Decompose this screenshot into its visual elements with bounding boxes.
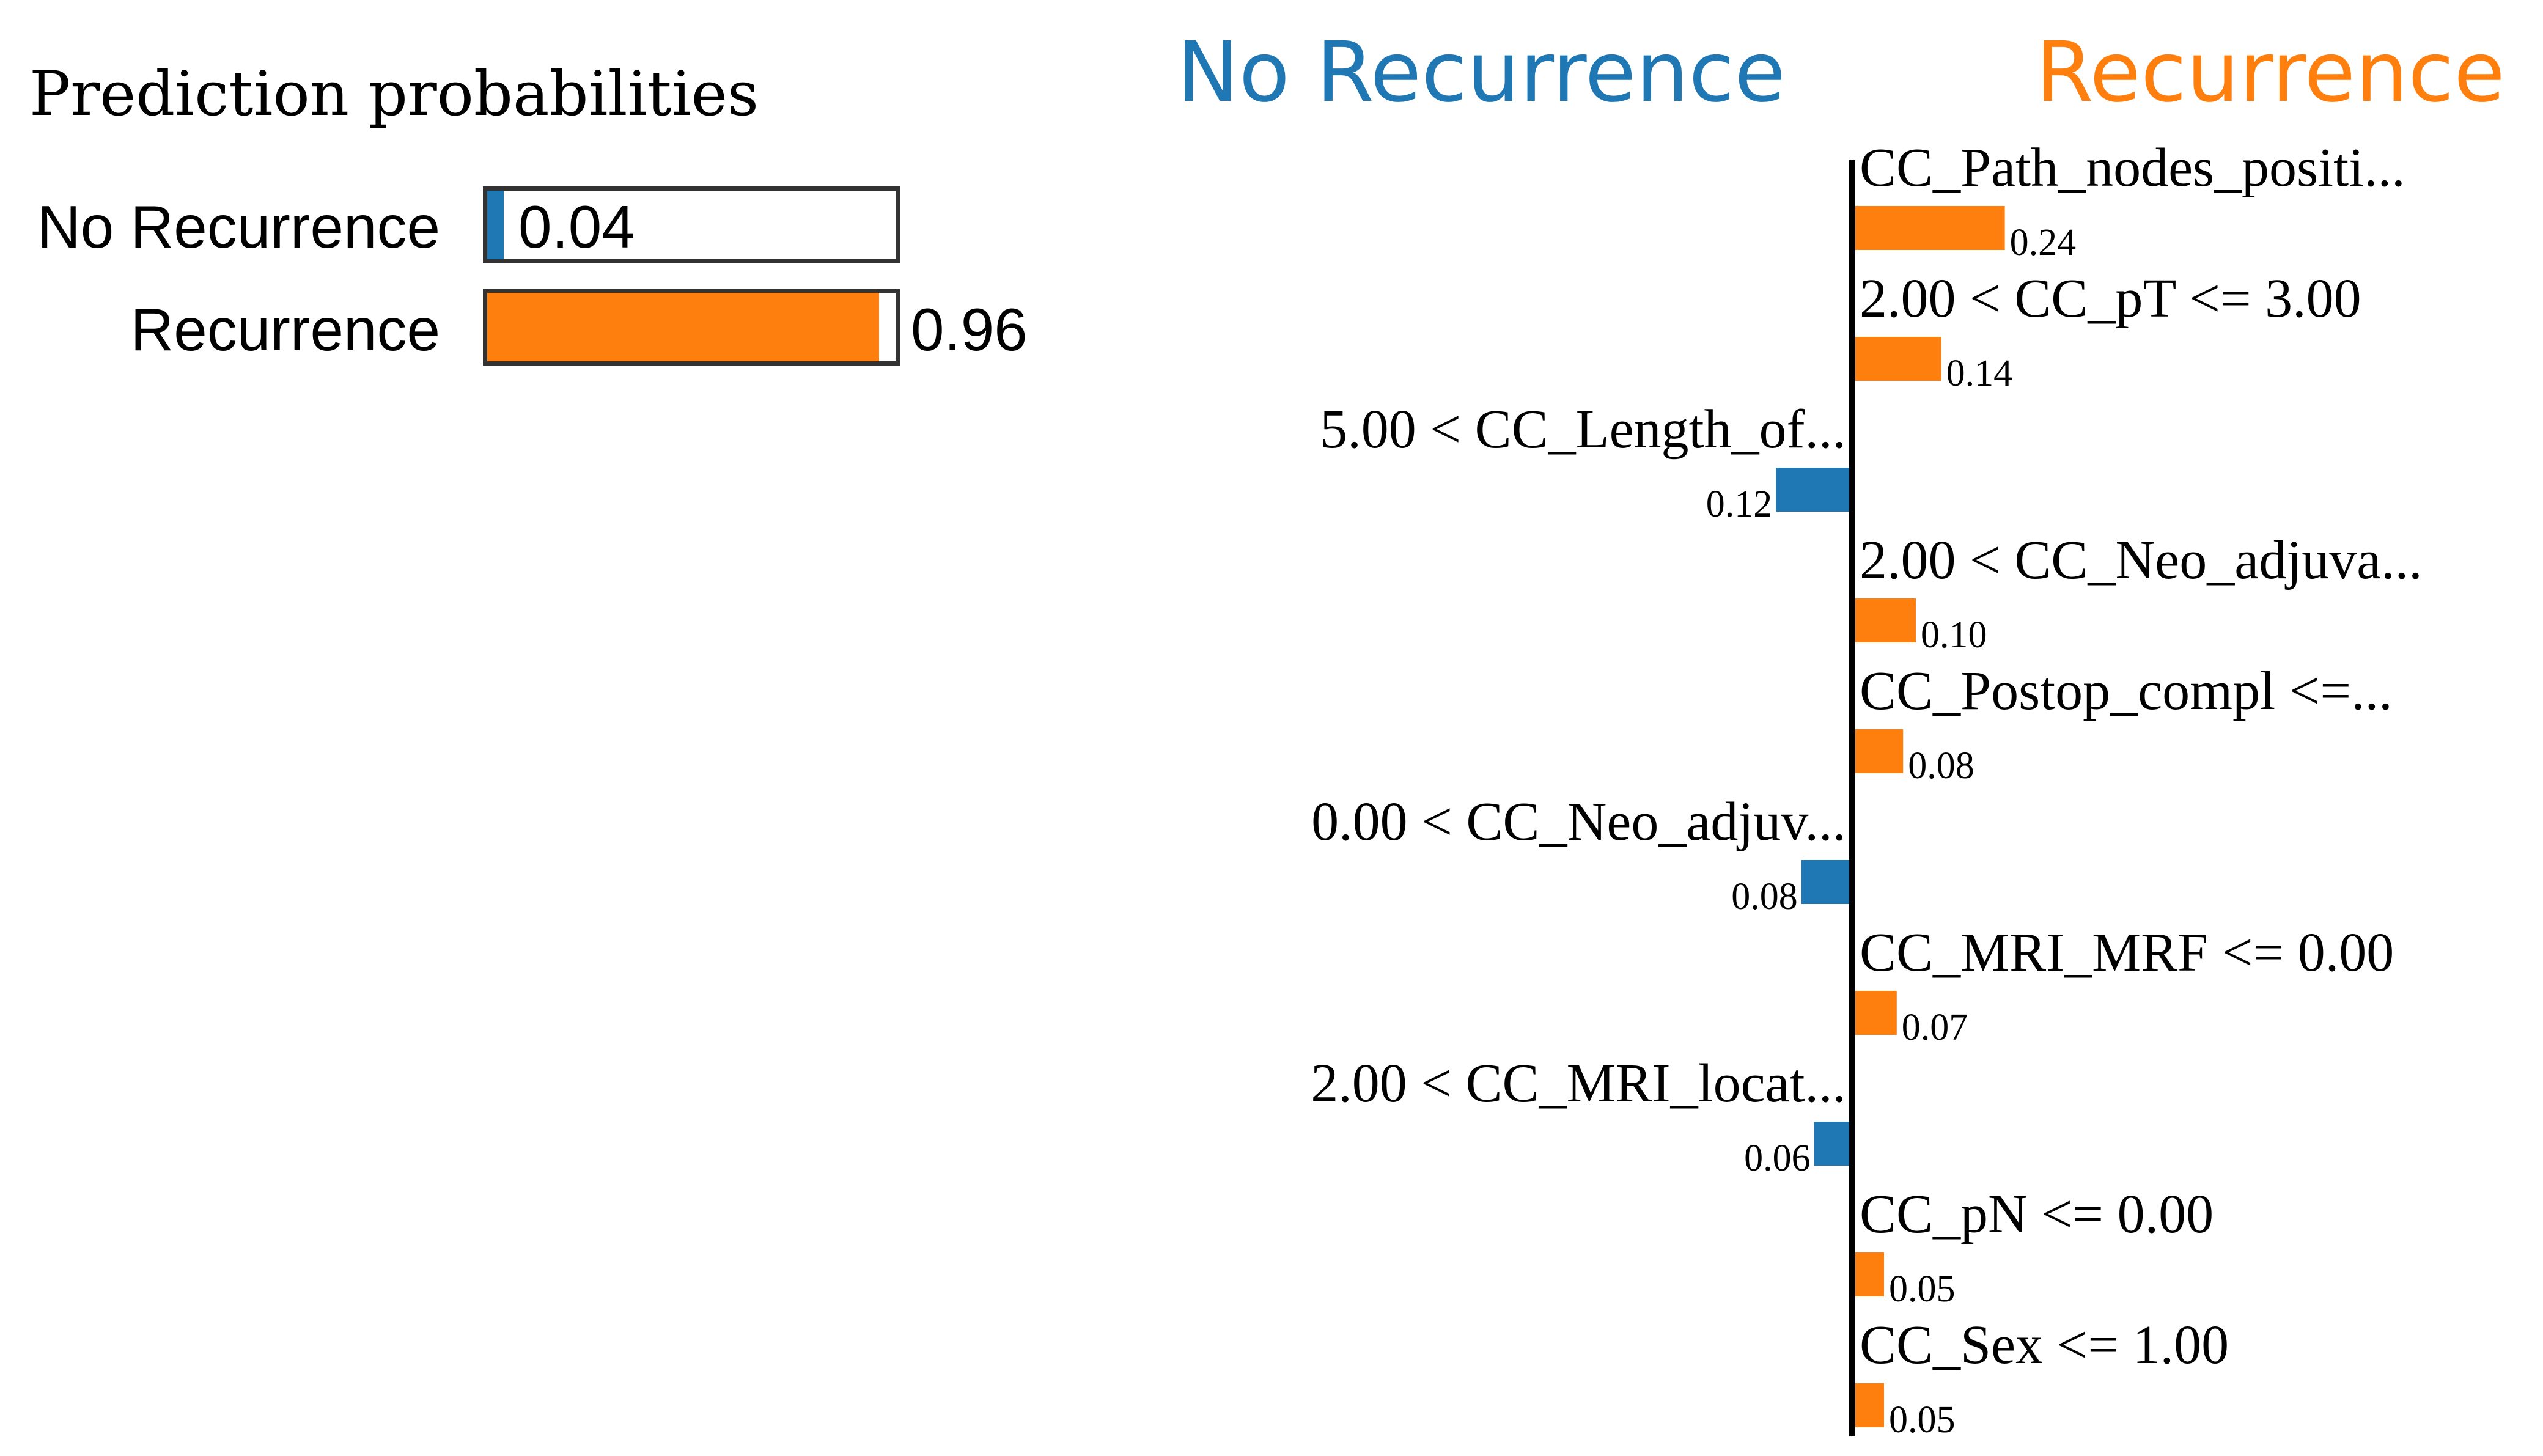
feature-bar-6 [1852, 991, 1897, 1035]
feature-bar-8 [1852, 1252, 1884, 1296]
feature-bar-9 [1852, 1383, 1884, 1427]
prob-value-recurrence: 0.96 [911, 296, 1028, 363]
feature-bar-0 [1852, 206, 2005, 250]
feature-value-6: 0.07 [1902, 1007, 1968, 1048]
prob-label-recurrence: Recurrence [130, 296, 440, 363]
feature-bar-4 [1852, 729, 1904, 773]
prob-bar-no-recurrence [483, 186, 900, 263]
feature-value-8: 0.05 [1889, 1268, 1956, 1310]
prob-label-no-recurrence: No Recurrence [37, 193, 440, 260]
feature-bar-5 [1801, 860, 1852, 904]
feature-label-7: 2.00 < CC_MRI_locat... [1311, 1053, 1846, 1114]
feature-bar-1 [1852, 337, 1941, 381]
feature-value-1: 0.14 [1946, 353, 2013, 394]
prob-value-no-recurrence: 0.04 [518, 193, 635, 260]
feature-label-2: 5.00 < CC_Length_of... [1320, 399, 1846, 460]
feature-label-0: CC_Path_nodes_positi... [1860, 138, 2405, 198]
feature-bar-7 [1814, 1122, 1852, 1166]
prob-bar-recurrence [483, 289, 900, 366]
feature-value-4: 0.08 [1908, 745, 1974, 787]
feature-value-3: 0.10 [1921, 614, 1987, 656]
feature-bar-3 [1852, 598, 1916, 642]
prob-fill-no-recurrence [487, 191, 504, 259]
header-recurrence: Recurrence [2036, 24, 2505, 121]
feature-label-6: CC_MRI_MRF <= 0.00 [1860, 922, 2394, 983]
prob-fill-recurrence [487, 293, 880, 361]
feature-value-9: 0.05 [1889, 1399, 1956, 1441]
feature-value-2: 0.12 [1706, 483, 1773, 525]
feature-label-3: 2.00 < CC_Neo_adjuva... [1860, 530, 2423, 590]
feature-value-0: 0.24 [2010, 222, 2077, 263]
feature-value-7: 0.06 [1744, 1138, 1811, 1179]
header-no-recurrence: No Recurrence [1177, 24, 1786, 121]
feature-bar-2 [1776, 468, 1852, 512]
feature-label-1: 2.00 < CC_pT <= 3.00 [1860, 268, 2361, 329]
feature-label-4: CC_Postop_compl <=... [1860, 661, 2393, 721]
feature-label-5: 0.00 < CC_Neo_adjuv... [1311, 792, 1846, 852]
feature-value-5: 0.08 [1731, 876, 1798, 917]
feature-label-8: CC_pN <= 0.00 [1860, 1184, 2214, 1245]
feature-label-9: CC_Sex <= 1.00 [1860, 1315, 2229, 1375]
prediction-probabilities-title: Prediction probabilities [29, 58, 759, 130]
